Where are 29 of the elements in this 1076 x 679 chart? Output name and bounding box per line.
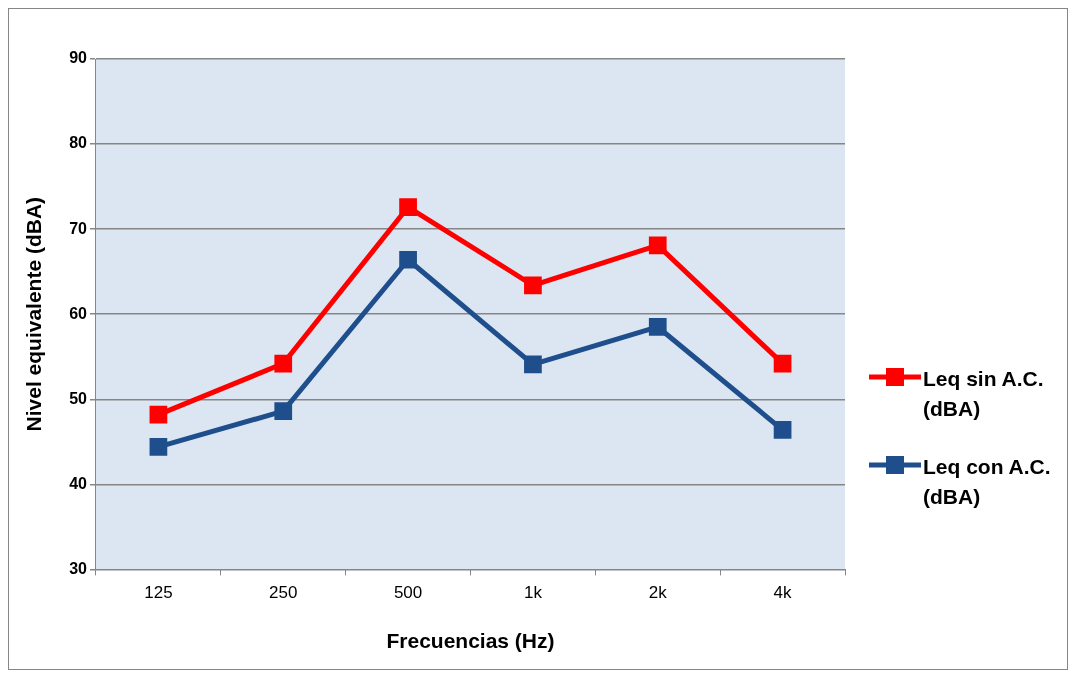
y-tick-label: 90 — [69, 49, 88, 67]
y-tick-label: 50 — [69, 389, 88, 407]
y-tick-label: 40 — [69, 474, 88, 492]
point — [149, 405, 168, 424]
x-tick-label: 2k — [648, 583, 668, 603]
x-axis-title: Frecuencias (Hz) — [386, 629, 555, 653]
x-tick-label: 125 — [144, 583, 173, 603]
point — [399, 250, 417, 269]
y-tick-label: 60 — [69, 304, 88, 322]
point — [149, 438, 168, 456]
y-tick-label: 70 — [69, 219, 88, 237]
x-tick-label: 500 — [393, 583, 423, 603]
point — [773, 421, 792, 439]
x-tick-label: 4k — [773, 583, 793, 603]
y-axis-title: Nivel equivalente (dBA) — [22, 196, 46, 432]
point — [524, 276, 542, 295]
point — [399, 198, 417, 216]
point — [274, 402, 293, 421]
x-tick-label: 1k — [523, 583, 543, 603]
point — [773, 354, 792, 373]
legend-label: Leq sin A.C. (dBA) — [923, 366, 1045, 422]
legend-label: Leq con A.C. (dBA) — [923, 454, 1052, 510]
y-tick-label: 30 — [69, 559, 88, 577]
point — [524, 355, 542, 374]
point — [648, 236, 667, 255]
x-tick-label: 250 — [269, 583, 298, 603]
point — [274, 354, 293, 373]
point — [648, 318, 667, 336]
y-tick-label: 80 — [69, 134, 88, 152]
